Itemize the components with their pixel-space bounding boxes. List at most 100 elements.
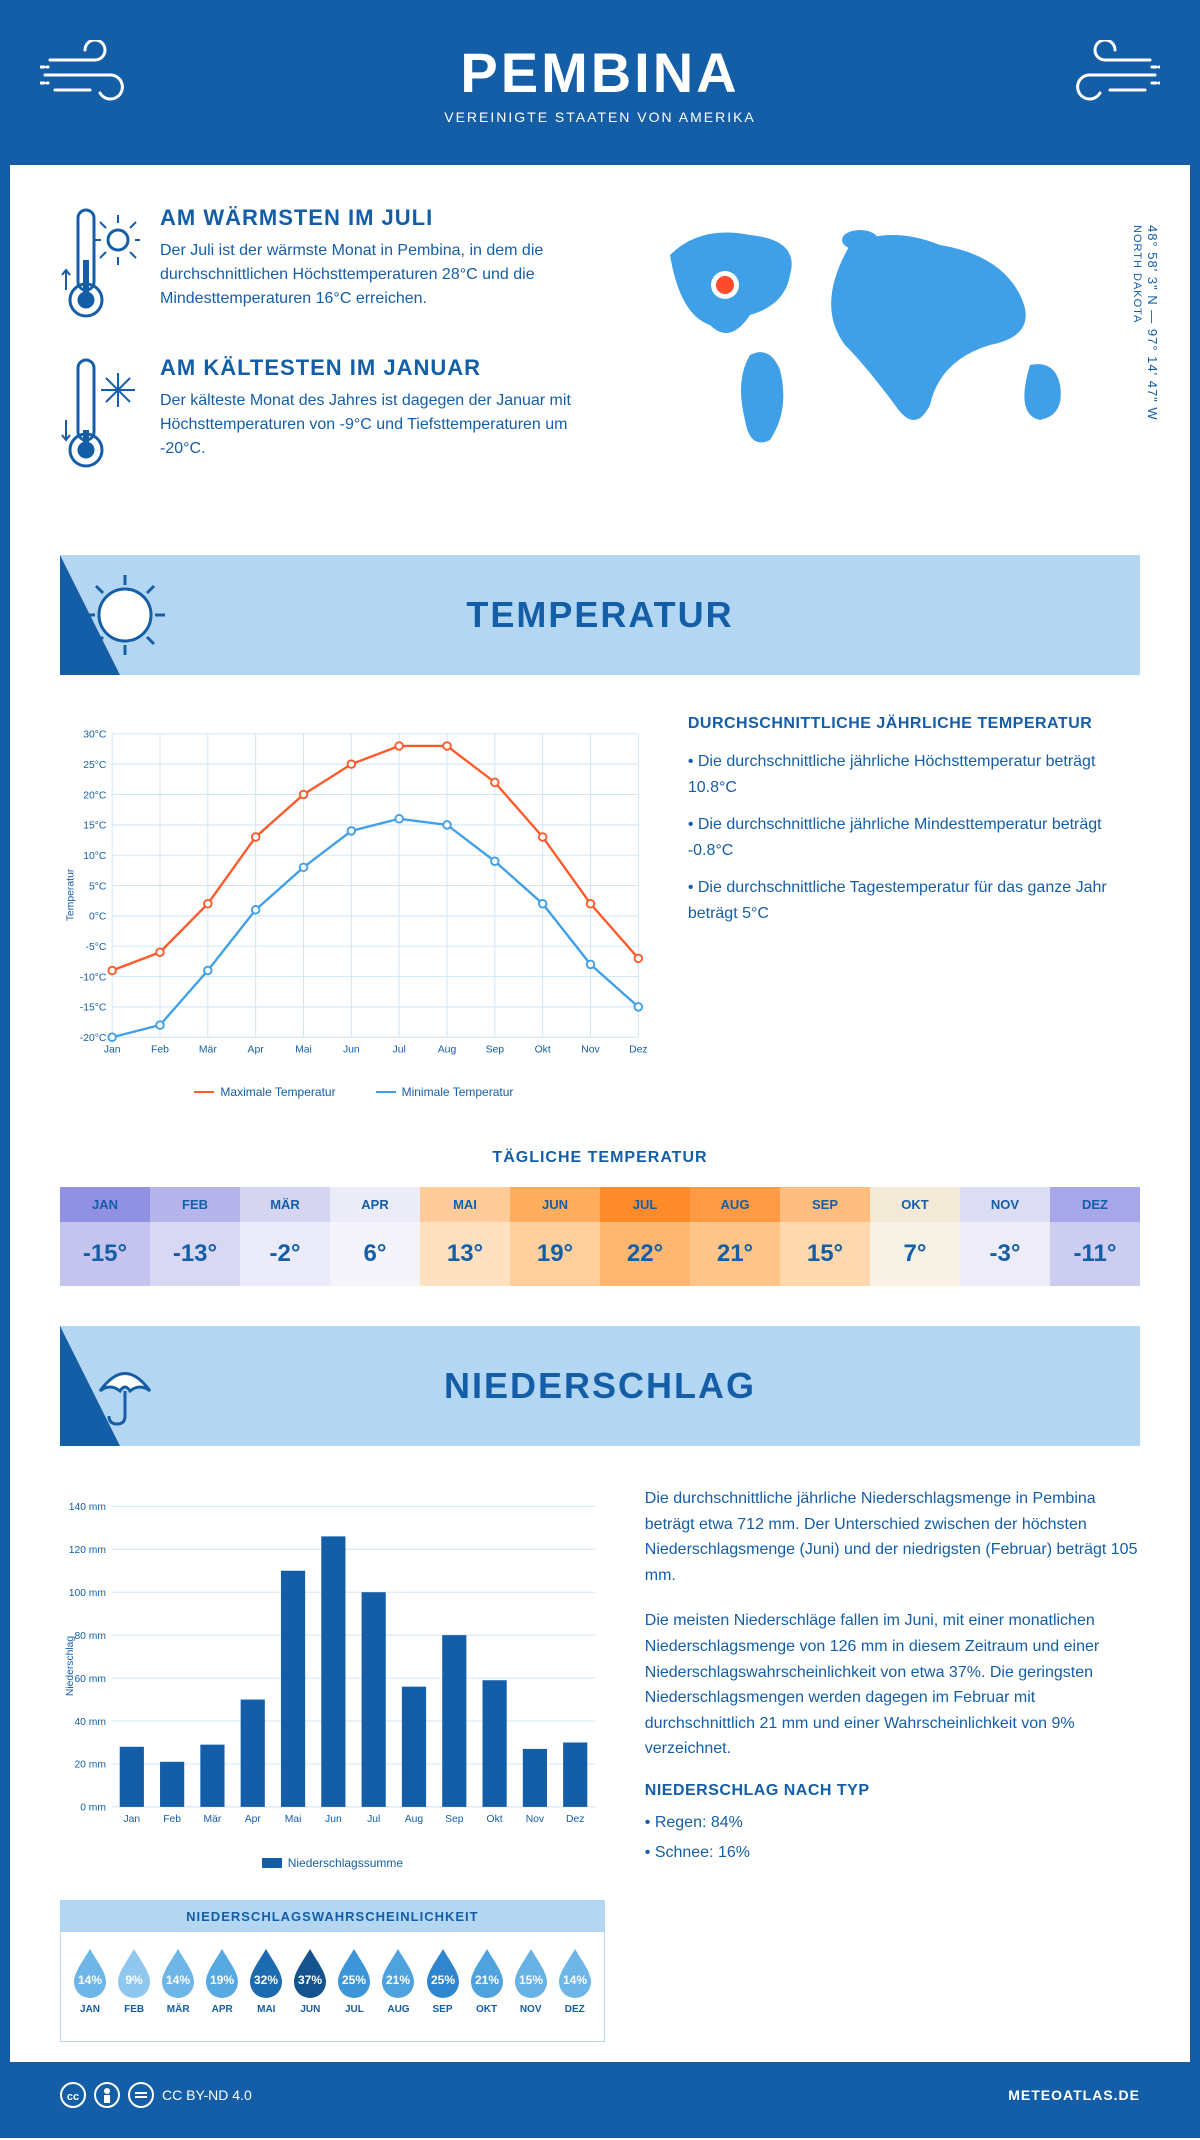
svg-text:14%: 14%: [563, 1973, 587, 1987]
svg-text:Mär: Mär: [199, 1044, 217, 1055]
svg-text:Jun: Jun: [325, 1814, 342, 1825]
precip-banner: NIEDERSCHLAG: [60, 1326, 1140, 1446]
temperature-section: -20°C-15°C-10°C-5°C0°C5°C10°C15°C20°C25°…: [10, 675, 1190, 1119]
svg-text:-15°C: -15°C: [80, 1003, 107, 1014]
svg-text:Aug: Aug: [405, 1814, 424, 1825]
svg-text:15°C: 15°C: [83, 821, 107, 832]
svg-text:Jul: Jul: [367, 1814, 380, 1825]
svg-text:37%: 37%: [298, 1973, 322, 1987]
warmest-text: Der Juli ist der wärmste Monat in Pembin…: [160, 239, 580, 311]
svg-text:Aug: Aug: [438, 1044, 457, 1055]
temperature-section-title: TEMPERATUR: [466, 594, 733, 636]
footer: cc CC BY-ND 4.0 METEOATLAS.DE: [10, 2062, 1190, 2128]
svg-text:21%: 21%: [475, 1973, 499, 1987]
daily-temp-title: TÄGLICHE TEMPERATUR: [10, 1149, 1190, 1167]
info-left: AM WÄRMSTEN IM JULI Der Juli ist der wär…: [60, 205, 580, 505]
temp-bullet: • Die durchschnittliche jährliche Höchst…: [688, 749, 1140, 800]
svg-text:Dez: Dez: [566, 1814, 584, 1825]
svg-text:0°C: 0°C: [89, 912, 107, 923]
svg-text:30°C: 30°C: [83, 730, 107, 741]
umbrella-icon: [80, 1341, 170, 1431]
precip-type-item: • Schnee: 16%: [645, 1840, 1140, 1866]
warmest-title: AM WÄRMSTEN IM JULI: [160, 205, 580, 231]
sun-icon: [80, 570, 170, 660]
temp-bullet: • Die durchschnittliche Tagestemperatur …: [688, 875, 1140, 926]
svg-text:Nov: Nov: [581, 1044, 600, 1055]
coldest-title: AM KÄLTESTEN IM JANUAR: [160, 355, 580, 381]
svg-text:Nov: Nov: [526, 1814, 545, 1825]
svg-text:5°C: 5°C: [89, 881, 107, 892]
svg-text:Apr: Apr: [245, 1814, 262, 1825]
precip-left: 0 mm20 mm40 mm60 mm80 mm100 mm120 mm140 …: [60, 1486, 605, 2042]
precip-prob-title: NIEDERSCHLAGSWAHRSCHEINLICHKEIT: [61, 1901, 604, 1932]
coldest-text: Der kälteste Monat des Jahres ist dagege…: [160, 389, 580, 461]
precip-section: 0 mm20 mm40 mm60 mm80 mm100 mm120 mm140 …: [10, 1446, 1190, 2062]
svg-text:Jan: Jan: [123, 1814, 140, 1825]
coldest-block: AM KÄLTESTEN IM JANUAR Der kälteste Mona…: [60, 355, 580, 475]
svg-text:Okt: Okt: [487, 1814, 503, 1825]
svg-text:60 mm: 60 mm: [74, 1674, 106, 1685]
svg-text:-20°C: -20°C: [80, 1033, 107, 1044]
coordinates: 48° 58' 3" N — 97° 14' 47" W NORTH DAKOT…: [1130, 225, 1160, 421]
svg-text:Niederschlag: Niederschlag: [65, 1636, 76, 1697]
daily-cell: FEB-13°: [150, 1187, 240, 1286]
svg-text:Jun: Jun: [343, 1044, 360, 1055]
wind-icon: [40, 40, 140, 110]
daily-cell: APR6°: [330, 1187, 420, 1286]
license: cc CC BY-ND 4.0: [60, 2082, 252, 2108]
daily-cell: SEP15°: [780, 1187, 870, 1286]
coords-state: NORTH DAKOTA: [1131, 225, 1143, 323]
warmest-block: AM WÄRMSTEN IM JULI Der Juli ist der wär…: [60, 205, 580, 325]
svg-text:21%: 21%: [386, 1973, 410, 1987]
precip-right: Die durchschnittliche jährliche Niedersc…: [645, 1486, 1140, 2042]
svg-text:Mai: Mai: [285, 1814, 302, 1825]
svg-text:19%: 19%: [210, 1973, 234, 1987]
svg-text:0 mm: 0 mm: [80, 1803, 106, 1814]
daily-cell: JUL22°: [600, 1187, 690, 1286]
svg-text:Okt: Okt: [535, 1044, 551, 1055]
temperature-legend: Maximale Temperatur Minimale Temperatur: [60, 1085, 648, 1099]
cc-icon: cc: [60, 2082, 86, 2108]
thermometer-hot-icon: [60, 205, 140, 325]
coords-lat: 48° 58' 3" N — 97° 14' 47" W: [1145, 225, 1160, 421]
license-text: CC BY-ND 4.0: [162, 2087, 252, 2103]
svg-text:-10°C: -10°C: [80, 972, 107, 983]
daily-cell: JUN19°: [510, 1187, 600, 1286]
drop-cell: 14%MÄR: [157, 1946, 199, 2015]
daily-temp-table: JAN-15°FEB-13°MÄR-2°APR6°MAI13°JUN19°JUL…: [60, 1187, 1140, 1286]
info-right: 48° 58' 3" N — 97° 14' 47" W NORTH DAKOT…: [620, 205, 1140, 505]
svg-text:Jul: Jul: [393, 1044, 406, 1055]
drop-cell: 25%JUL: [333, 1946, 375, 2015]
svg-text:Sep: Sep: [445, 1814, 464, 1825]
by-icon: [94, 2082, 120, 2108]
precip-by-type-title: NIEDERSCHLAG NACH TYP: [645, 1782, 1140, 1800]
svg-text:20 mm: 20 mm: [74, 1760, 106, 1771]
page-title: PEMBINA: [444, 40, 756, 105]
world-map-icon: [620, 205, 1140, 465]
drop-cell: 37%JUN: [289, 1946, 331, 2015]
svg-text:14%: 14%: [78, 1973, 102, 1987]
svg-text:140 mm: 140 mm: [69, 1502, 106, 1513]
svg-text:Sep: Sep: [486, 1044, 505, 1055]
svg-text:Jan: Jan: [104, 1044, 121, 1055]
temperature-banner: TEMPERATUR: [60, 555, 1140, 675]
svg-text:Mai: Mai: [295, 1044, 312, 1055]
drop-cell: 14%JAN: [69, 1946, 111, 2015]
svg-text:40 mm: 40 mm: [74, 1717, 106, 1728]
legend-min: Minimale Temperatur: [402, 1085, 514, 1099]
header: PEMBINA VEREINIGTE STAATEN VON AMERIKA: [10, 10, 1190, 165]
daily-cell: MAI13°: [420, 1187, 510, 1286]
svg-text:32%: 32%: [254, 1973, 278, 1987]
site-name: METEOATLAS.DE: [1008, 2087, 1140, 2103]
drop-cell: 32%MAI: [245, 1946, 287, 2015]
daily-cell: MÄR-2°: [240, 1187, 330, 1286]
svg-text:20°C: 20°C: [83, 790, 107, 801]
drop-cell: 21%OKT: [466, 1946, 508, 2015]
svg-text:25°C: 25°C: [83, 760, 107, 771]
info-row: AM WÄRMSTEN IM JULI Der Juli ist der wär…: [10, 165, 1190, 535]
svg-text:14%: 14%: [166, 1973, 190, 1987]
precip-type-item: • Regen: 84%: [645, 1810, 1140, 1836]
svg-text:25%: 25%: [342, 1973, 366, 1987]
page-subtitle: VEREINIGTE STAATEN VON AMERIKA: [444, 109, 756, 125]
legend-max: Maximale Temperatur: [220, 1085, 335, 1099]
